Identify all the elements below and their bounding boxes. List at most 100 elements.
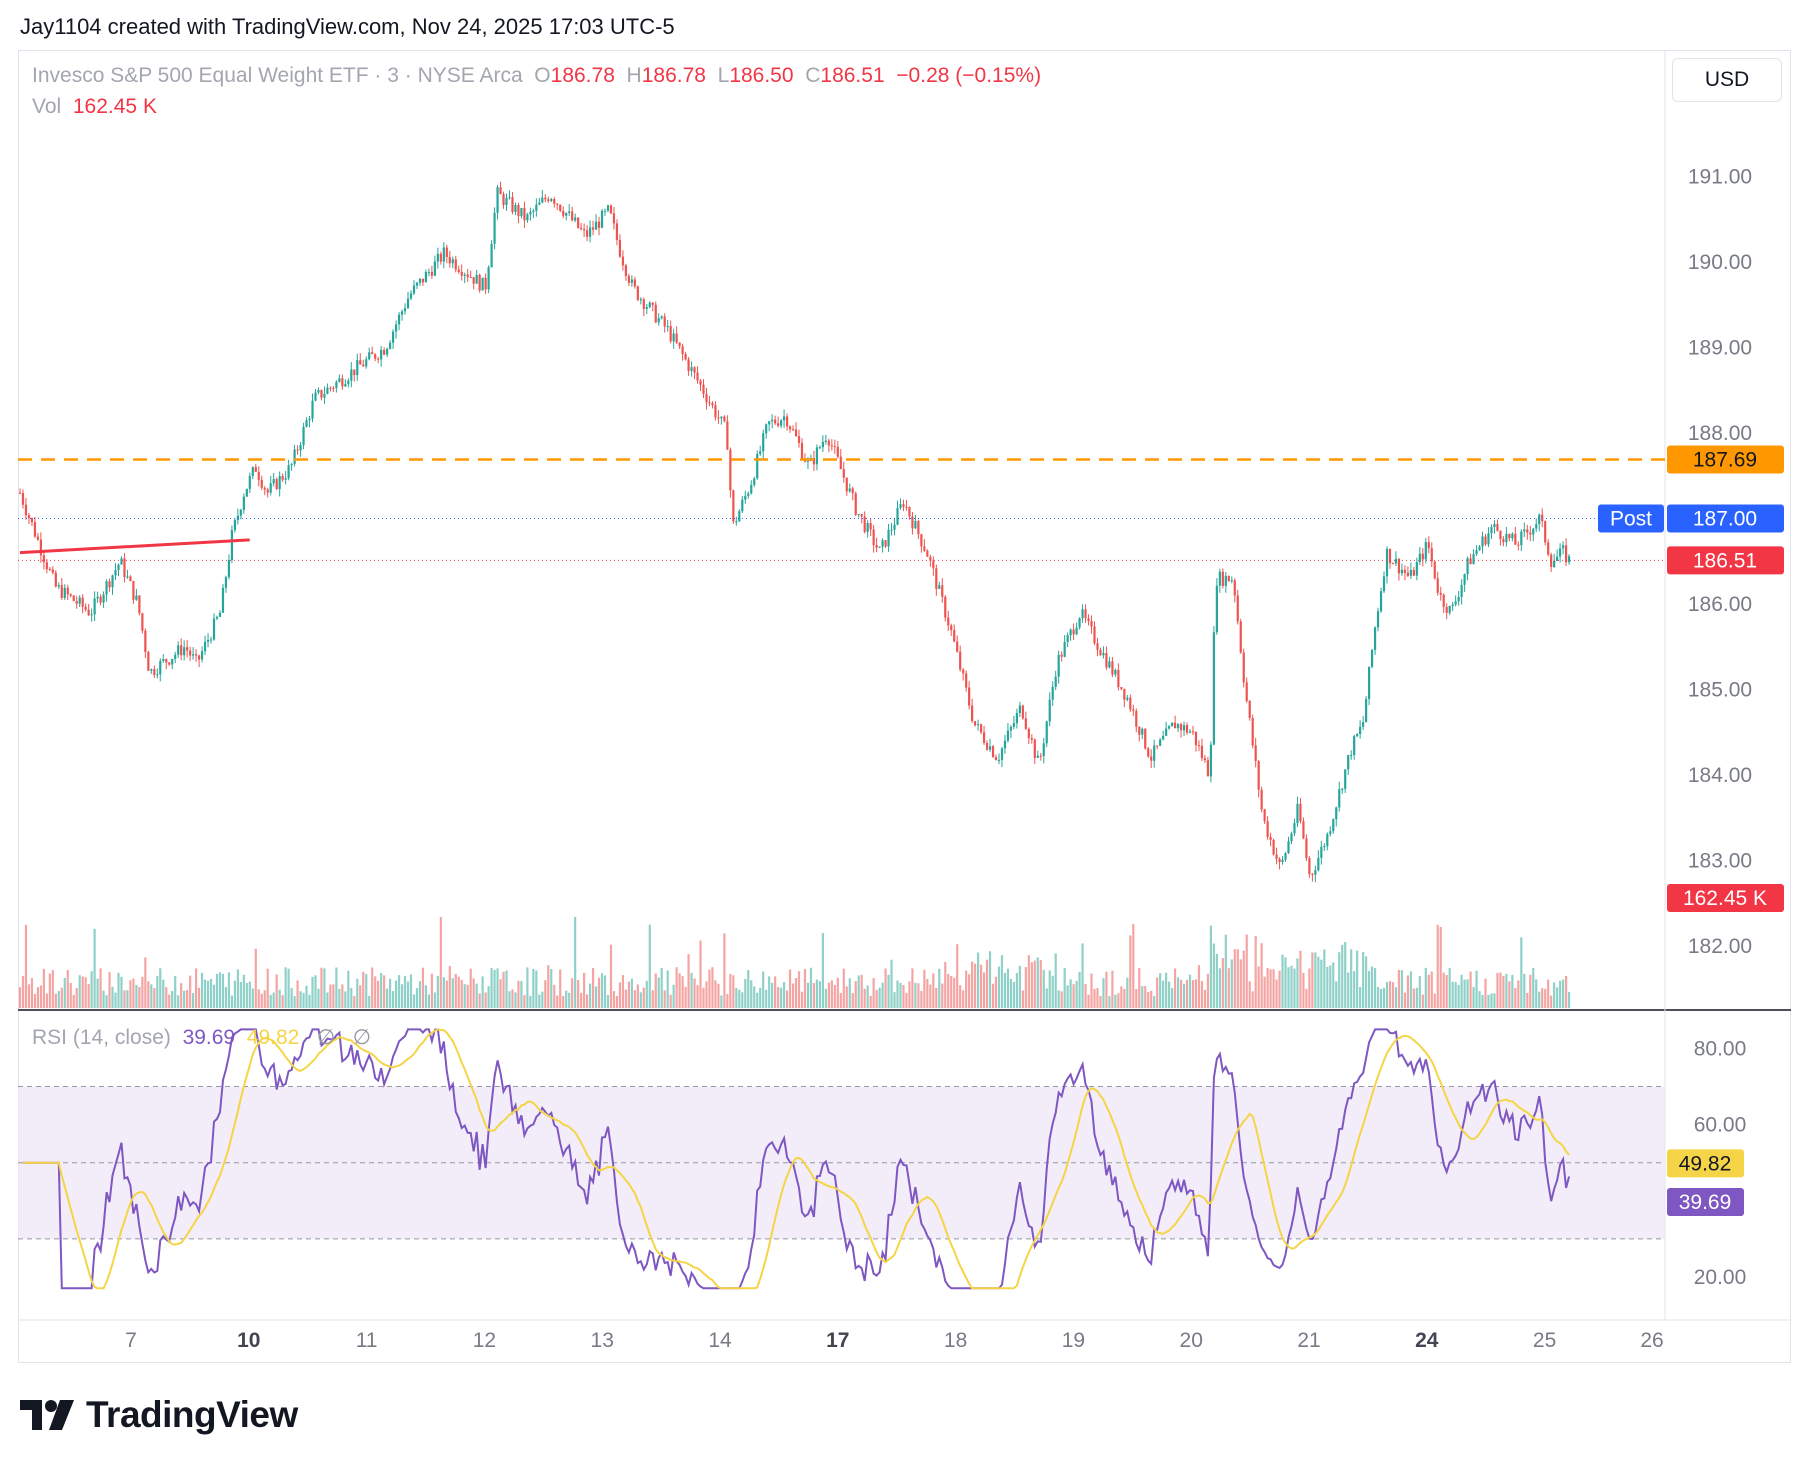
volume-bar	[741, 992, 744, 1008]
volume-bar	[147, 981, 150, 1008]
candle-body	[774, 419, 777, 424]
price-tick-label: 183.00	[1688, 849, 1752, 872]
candle-body	[1505, 533, 1508, 543]
candle-body	[1120, 687, 1123, 689]
volume-bar	[705, 981, 708, 1008]
candle-body	[660, 316, 663, 319]
rsi-ma-tag-label: 49.82	[1679, 1152, 1732, 1175]
candle-body	[538, 202, 541, 205]
volume-bar	[183, 990, 186, 1008]
open-label: O	[534, 64, 551, 87]
candle-body	[729, 449, 732, 491]
volume-bar	[111, 986, 114, 1008]
candle-body	[281, 476, 284, 480]
volume-bar	[499, 979, 502, 1008]
volume-bar	[976, 952, 980, 1008]
candle-body	[675, 333, 678, 343]
volume-bar	[726, 993, 729, 1008]
candle-body	[389, 342, 392, 349]
candle-body	[117, 564, 120, 570]
candle-body	[681, 346, 684, 355]
volume-bar	[1326, 966, 1329, 1008]
volume-bar	[875, 990, 878, 1008]
volume-bar	[1350, 949, 1353, 1008]
volume-bar	[1230, 959, 1233, 1008]
volume-bar	[1442, 972, 1445, 1008]
price-tick-label: 189.00	[1688, 337, 1752, 360]
volume-bar	[275, 974, 278, 1008]
volume-bar	[326, 992, 329, 1008]
candle-body	[597, 221, 601, 228]
candle-body	[466, 274, 469, 278]
time-tick-label: 17	[826, 1329, 849, 1352]
candle-body	[1511, 533, 1514, 539]
volume-bar	[702, 987, 705, 1008]
candle-body	[1239, 621, 1242, 653]
volume-bar	[941, 983, 944, 1008]
volume-bar	[108, 972, 111, 1008]
candle-body	[490, 243, 493, 268]
candle-body	[1027, 728, 1030, 739]
volume-bar	[1033, 960, 1036, 1008]
candle-body	[1382, 576, 1386, 592]
candle-body	[45, 562, 48, 570]
volume-bar	[690, 972, 693, 1008]
candle-body	[332, 387, 335, 389]
volume-bar	[520, 981, 523, 1008]
volume-bar	[833, 985, 836, 1008]
candle-body	[1188, 731, 1192, 733]
candle-body	[1033, 739, 1036, 758]
candle-body	[651, 302, 654, 305]
volume-bar	[114, 992, 117, 1008]
candle-body	[424, 271, 428, 283]
volume-bar	[663, 990, 666, 1008]
candle-body	[777, 423, 780, 426]
volume-bar	[386, 988, 389, 1008]
candle-body	[314, 392, 317, 401]
candle-body	[1081, 609, 1084, 619]
volume-bar	[30, 978, 34, 1008]
close-label: C	[805, 64, 821, 87]
volume-bar	[553, 984, 556, 1008]
candle-body	[887, 529, 890, 547]
volume-bar	[505, 970, 508, 1008]
candle-body	[890, 529, 893, 531]
volume-bar	[36, 987, 40, 1008]
empty-value-icon-1: ∅	[316, 1026, 336, 1049]
candle-body	[1526, 529, 1529, 533]
volume-bar	[96, 978, 99, 1008]
candle-body	[263, 487, 266, 490]
candle-body	[350, 369, 353, 381]
volume-group	[18, 916, 1571, 1008]
time-tick-label: 12	[473, 1329, 496, 1352]
volume-bar	[1114, 994, 1117, 1008]
candle-body	[591, 227, 595, 230]
volume-bar	[141, 976, 144, 1008]
candle-body	[1132, 709, 1135, 712]
volume-bar	[409, 974, 413, 1008]
volume-bar	[39, 985, 42, 1008]
candle-body	[177, 645, 180, 655]
time-tick-label: 18	[944, 1329, 967, 1352]
volume-bar	[1132, 923, 1135, 1008]
volume-bar	[490, 968, 493, 1008]
volume-bar	[1239, 959, 1242, 1008]
candle-body	[836, 446, 839, 457]
candle-body	[547, 199, 550, 202]
price-tick-label: 188.00	[1688, 422, 1752, 445]
volume-bar	[102, 990, 105, 1008]
candle-body	[711, 403, 714, 406]
author-line: Jay1104 created with TradingView.com, No…	[20, 14, 675, 39]
candle-body	[750, 484, 753, 494]
candle-body	[192, 654, 195, 656]
volume-bar	[1556, 987, 1559, 1008]
currency-button[interactable]: USD	[1672, 58, 1782, 102]
candle-body	[394, 324, 398, 332]
volume-bar	[171, 991, 174, 1008]
candle-body	[406, 298, 410, 309]
volume-bar	[87, 983, 90, 1008]
candle-body	[1356, 734, 1359, 737]
candle-body	[526, 214, 529, 221]
volume-bar	[412, 994, 416, 1008]
